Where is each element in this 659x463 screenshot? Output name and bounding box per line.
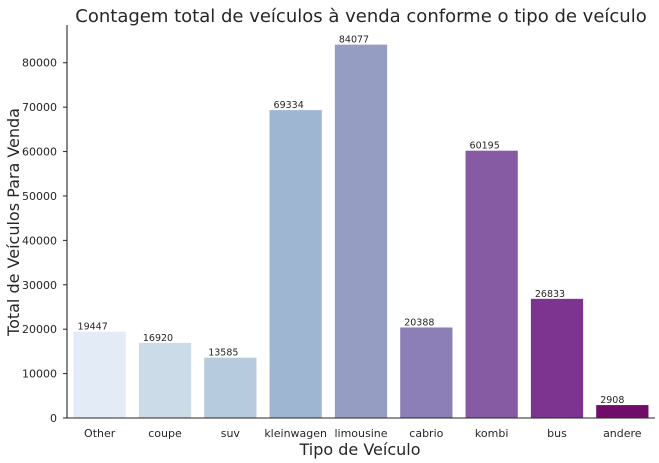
x-tick-label: Other [84, 427, 116, 440]
x-tick-label: kleinwagen [264, 427, 327, 440]
bar-other [73, 331, 126, 418]
data-label-suv: 13585 [208, 348, 238, 359]
data-label-kleinwagen: 69334 [274, 100, 304, 111]
x-tick-label: kombi [475, 427, 508, 440]
x-tick-label: suv [221, 427, 241, 440]
data-label-limousine: 84077 [339, 35, 369, 46]
data-label-cabrio: 20388 [404, 317, 434, 328]
y-axis-label: Total de Veículos Para Venda [4, 108, 23, 337]
bar-cabrio [400, 327, 453, 418]
x-tick-label: limousine [334, 427, 387, 440]
y-tick-label: 10000 [22, 368, 57, 381]
chart-title: Contagem total de veículos à venda confo… [75, 6, 646, 27]
data-label-kombi: 60195 [470, 141, 500, 152]
y-axis: 0 10000 20000 30000 40000 50000 60000 70000 8000… [22, 57, 67, 425]
x-axis-label: Tipo de Veículo [298, 440, 420, 459]
y-tick-label: 70000 [22, 101, 57, 114]
bar-andere [596, 405, 649, 418]
bar-kombi [465, 150, 518, 418]
y-tick-label: 40000 [22, 234, 57, 247]
x-axis: Other coupe suv kleinwagen limousine cabrio ko… [84, 427, 642, 440]
data-labels-group: 19447 16920 13585 69334 84077 20388 60195 26833… [78, 35, 625, 406]
y-tick-label: 0 [50, 412, 57, 425]
x-tick-label: coupe [148, 427, 182, 440]
bar-kleinwagen [269, 110, 322, 418]
y-tick-label: 30000 [22, 279, 57, 292]
y-tick-label: 80000 [22, 57, 57, 70]
y-tick-label: 60000 [22, 146, 57, 159]
data-label-other: 19447 [78, 322, 108, 333]
bar-limousine [334, 44, 388, 419]
bar-suv [204, 357, 257, 418]
bar-bus [530, 298, 584, 418]
y-tick-label: 50000 [22, 190, 57, 203]
data-label-bus: 26833 [535, 289, 565, 300]
y-tick-label: 20000 [22, 323, 57, 336]
data-label-andere: 2908 [600, 395, 624, 406]
x-tick-label: cabrio [409, 427, 443, 440]
data-label-coupe: 16920 [143, 333, 173, 344]
bars-group [73, 44, 649, 419]
x-tick-label: andere [603, 427, 642, 440]
x-tick-label: bus [547, 427, 567, 440]
bar-coupe [138, 342, 192, 418]
